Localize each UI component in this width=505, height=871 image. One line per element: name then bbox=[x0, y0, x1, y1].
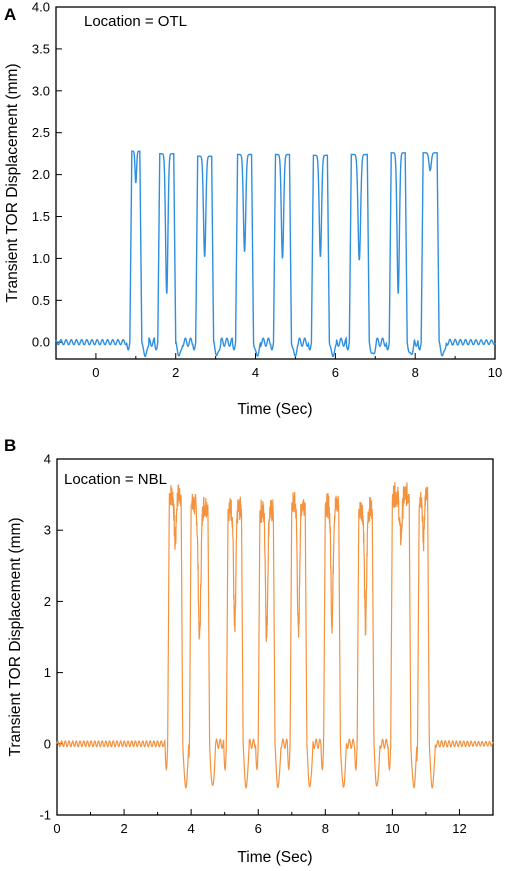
a-x-tick-label: 4 bbox=[252, 365, 259, 380]
a-y-tick-label: 2.5 bbox=[32, 125, 50, 140]
panel-a-label: A bbox=[4, 5, 16, 24]
b-y-tick-label: 3 bbox=[44, 523, 51, 538]
b-x-tick-label: 6 bbox=[255, 821, 262, 836]
panel-a-axes: 0 2 4 6 8 10 0.0 0.5 1.0 1.5 2.0 2.5 3.0 3.5 4.0 bbox=[32, 0, 502, 380]
b-y-tick-label: 2 bbox=[44, 594, 51, 609]
b-y-tick-label: 1 bbox=[44, 665, 51, 680]
a-x-tick-label: 10 bbox=[488, 365, 502, 380]
b-x-tick-label: 10 bbox=[385, 821, 399, 836]
panel-a-annotation: Location = OTL bbox=[84, 13, 187, 30]
a-x-tick-label: 2 bbox=[172, 365, 179, 380]
b-x-tick-label: 0 bbox=[53, 821, 60, 836]
panel-b-plot-area bbox=[56, 458, 494, 816]
b-x-tick-label: 12 bbox=[452, 821, 466, 836]
b-y-tick-label: -1 bbox=[39, 808, 51, 823]
a-x-tick-label: 0 bbox=[92, 365, 99, 380]
b-x-tick-label: 2 bbox=[120, 821, 127, 836]
a-y-tick-label: 2.0 bbox=[32, 167, 50, 182]
a-y-tick-label: 0.5 bbox=[32, 293, 50, 308]
a-y-tick-label: 0.0 bbox=[32, 335, 50, 350]
panel-a-x-axis-label: Time (Sec) bbox=[237, 401, 312, 418]
panel-a: A Location = OTL 0 2 4 6 8 10 0.0 0.5 1.0 1.5 2.0 2… bbox=[4, 0, 502, 418]
b-y-tick-label: 4 bbox=[44, 452, 51, 467]
a-y-tick-label: 3.5 bbox=[32, 41, 50, 56]
a-x-tick-label: 6 bbox=[332, 365, 339, 380]
panel-a-series-line bbox=[55, 150, 496, 358]
panel-a-plot-area bbox=[55, 6, 496, 360]
a-y-tick-label: 3.0 bbox=[32, 83, 50, 98]
a-x-tick-label: 8 bbox=[412, 365, 419, 380]
panel-b-label: B bbox=[4, 436, 16, 455]
panel-b-x-axis-label: Time (Sec) bbox=[237, 849, 312, 866]
a-y-tick-label: 4.0 bbox=[32, 0, 50, 15]
panel-b-annotation: Location = NBL bbox=[64, 471, 167, 488]
b-x-tick-label: 4 bbox=[188, 821, 195, 836]
b-y-tick-label: 0 bbox=[44, 736, 51, 751]
a-y-tick-label: 1.0 bbox=[32, 251, 50, 266]
panel-a-y-axis-label: Transient TOR Displacement (mm) bbox=[4, 63, 21, 302]
panel-b-y-axis-label: Transient TOR Displacement (mm) bbox=[7, 517, 24, 756]
b-x-tick-label: 8 bbox=[322, 821, 329, 836]
panel-b-series-line bbox=[56, 482, 494, 789]
a-y-tick-label: 1.5 bbox=[32, 209, 50, 224]
